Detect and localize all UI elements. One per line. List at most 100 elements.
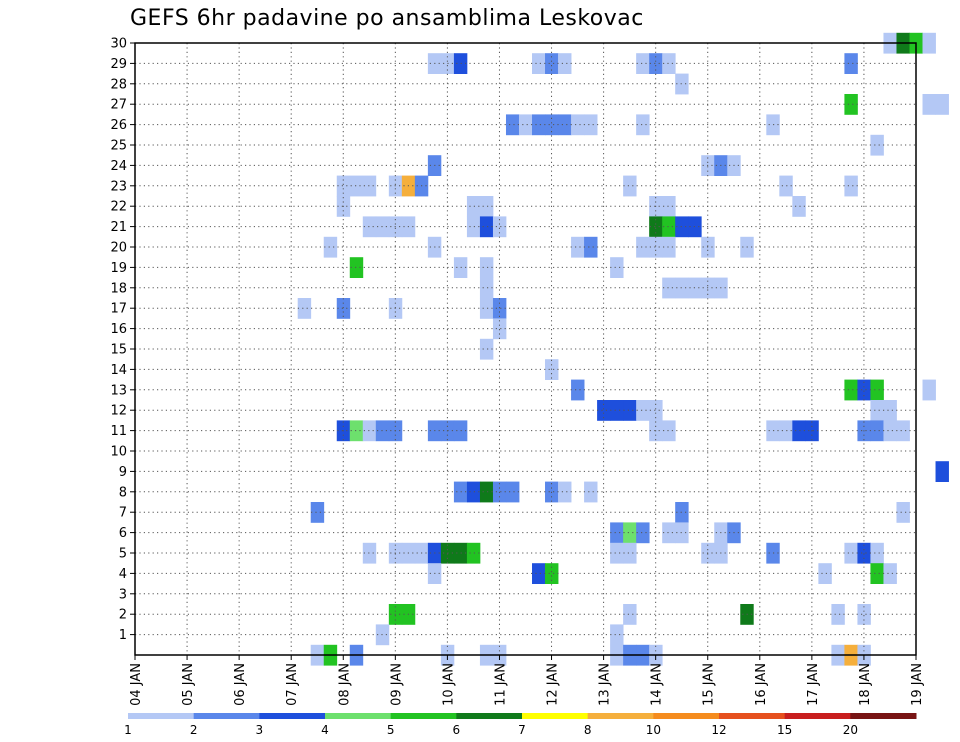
legend-swatch <box>587 713 654 719</box>
heatmap-cell <box>896 502 910 523</box>
heatmap-cell <box>896 420 910 442</box>
heatmap-cell <box>922 379 936 401</box>
heatmap-cell <box>870 379 884 401</box>
x-tick-label: 13 JAN <box>598 663 613 706</box>
grid-lines <box>135 43 916 655</box>
heatmap-cell <box>883 420 897 442</box>
y-tick-label: 22 <box>110 200 127 215</box>
heatmap-cell <box>792 196 806 217</box>
heatmap-cell <box>610 400 624 421</box>
heatmap-cell <box>649 53 663 74</box>
y-tick-label: 2 <box>119 608 127 623</box>
legend-swatch <box>325 713 392 719</box>
y-tick-label: 26 <box>110 118 127 133</box>
heatmap-cell <box>675 277 689 299</box>
y-tick-label: 4 <box>119 567 127 582</box>
heatmap-cell <box>636 522 650 544</box>
heatmap-cell <box>349 420 364 442</box>
heatmap-cell <box>571 114 585 136</box>
heatmap-cell <box>870 563 884 584</box>
legend-label: 7 <box>518 723 526 737</box>
legend-swatch <box>719 713 786 719</box>
legend-label: 12 <box>711 723 726 737</box>
heatmap-cell <box>857 604 871 625</box>
heatmap-cell <box>636 53 650 74</box>
heatmap-cell <box>349 175 364 197</box>
x-tick-label: 07 JAN <box>285 663 300 706</box>
y-tick-label: 20 <box>110 241 127 256</box>
heatmap-cell <box>545 53 559 74</box>
x-axis-ticks: 04 JAN 05 JAN 06 JAN 07 JAN 08 JAN 09 JAN 10 J… <box>129 655 925 706</box>
heatmap-cell <box>857 379 871 401</box>
heatmap-cell <box>675 216 689 238</box>
heatmap-cell <box>610 542 624 564</box>
heatmap-cell <box>336 298 351 319</box>
heatmap-cell <box>584 114 598 136</box>
heatmap-cell <box>779 420 793 442</box>
x-tick-label: 18 JAN <box>858 663 873 706</box>
y-tick-label: 12 <box>110 404 127 419</box>
heatmap-cell <box>636 400 650 421</box>
heatmap-cell <box>623 604 637 625</box>
heatmap-cell <box>597 400 611 421</box>
heatmap-cell <box>532 563 546 584</box>
legend-label: 10 <box>646 723 661 737</box>
y-tick-label: 28 <box>110 77 127 92</box>
heatmap-cell <box>479 216 494 238</box>
y-tick-label: 16 <box>110 322 127 337</box>
heatmap-cell <box>545 114 559 136</box>
legend-label: 4 <box>321 723 329 737</box>
heatmap-cell <box>844 53 858 74</box>
legend-swatch <box>784 713 851 719</box>
heatmap-cell <box>818 563 832 584</box>
heatmap-cell <box>831 604 845 625</box>
heatmap-cell <box>584 481 598 503</box>
heatmap-cell <box>610 257 624 278</box>
color-legend: 1 2 3 4 5 6 7 8 10 12 15 20 <box>124 713 917 737</box>
chart-title: GEFS 6hr padavine po ansamblima Leskovac <box>130 6 644 31</box>
legend-label: 2 <box>190 723 198 737</box>
legend-swatch <box>456 713 523 719</box>
y-tick-label: 7 <box>119 506 127 521</box>
y-tick-label: 15 <box>110 343 127 358</box>
y-tick-label: 8 <box>119 485 127 500</box>
heatmap-cell <box>349 257 364 278</box>
legend-swatch <box>259 713 326 719</box>
heatmap-cell <box>571 236 585 258</box>
heatmap-cell <box>623 400 637 421</box>
heatmap-cell <box>323 236 338 258</box>
heatmap-cell <box>532 114 546 136</box>
heatmap-cell <box>623 175 637 197</box>
heatmap-cell <box>649 236 663 258</box>
heatmap-cell <box>479 196 494 217</box>
heatmap-cell <box>505 481 520 503</box>
legend-swatch <box>850 713 917 719</box>
x-tick-label: 15 JAN <box>702 663 717 706</box>
heatmap-cell <box>857 542 871 564</box>
heatmap-cell <box>662 420 676 442</box>
heatmap-cell <box>610 522 624 544</box>
heatmap-cell <box>466 481 481 503</box>
x-tick-label: 05 JAN <box>181 663 196 706</box>
heatmap-cell <box>662 196 676 217</box>
legend-label: 3 <box>256 723 264 737</box>
legend-label: 5 <box>387 723 395 737</box>
heatmap-cell <box>779 175 793 197</box>
x-tick-label: 06 JAN <box>233 663 248 706</box>
y-tick-label: 3 <box>119 587 127 602</box>
heatmap-cell <box>870 420 884 442</box>
heatmap-cell <box>662 277 676 299</box>
y-tick-label: 10 <box>110 445 127 460</box>
heatmap-cell <box>675 73 689 95</box>
heatmap-cell <box>466 542 481 564</box>
heatmap-cell <box>479 277 494 299</box>
heatmap-cell <box>636 236 650 258</box>
heatmap-cell <box>662 53 676 74</box>
y-tick-label: 19 <box>110 261 127 276</box>
y-tick-label: 24 <box>110 159 127 174</box>
heatmap-cell <box>571 379 585 401</box>
heatmap-cell <box>492 216 507 238</box>
x-tick-label: 17 JAN <box>806 663 821 706</box>
heatmap-cell <box>883 563 897 584</box>
heatmap-cell <box>466 216 481 238</box>
